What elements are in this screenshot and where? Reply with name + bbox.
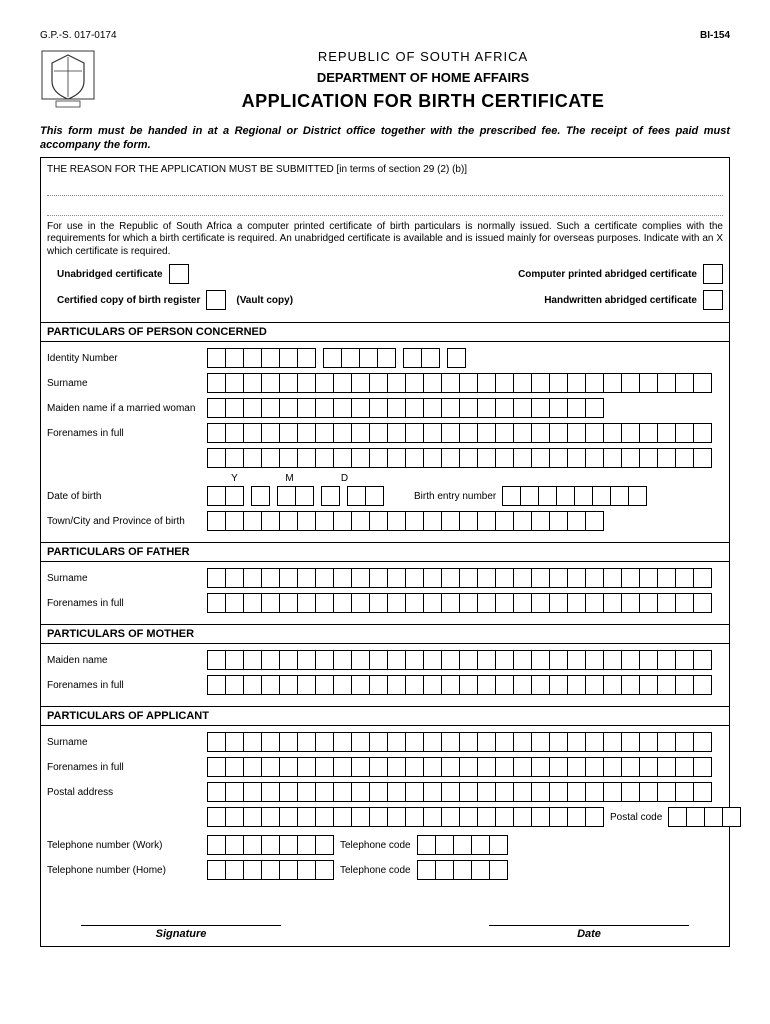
town-label: Town/City and Province of birth — [47, 516, 207, 527]
unabridged-checkbox[interactable] — [169, 264, 189, 284]
dob-label: Date of birth — [47, 491, 207, 502]
signature-label: Signature — [81, 925, 281, 940]
dept-title: DEPARTMENT OF HOME AFFAIRS — [116, 70, 730, 85]
mother-maiden-field[interactable] — [207, 650, 712, 670]
applicant-surname-field[interactable] — [207, 732, 712, 752]
tel-code-home-label: Telephone code — [340, 865, 411, 876]
mother-forenames-label: Forenames in full — [47, 680, 207, 691]
entry-label: Birth entry number — [414, 491, 496, 502]
maiden-field[interactable] — [207, 398, 604, 418]
postcode-field[interactable] — [668, 807, 741, 827]
form-code-left: G.P.-S. 017-0174 — [40, 30, 117, 41]
m-label: M — [262, 473, 317, 484]
applicant-forenames-label: Forenames in full — [47, 762, 207, 773]
date-label: Date — [489, 925, 689, 940]
form-title: APPLICATION FOR BIRTH CERTIFICATE — [116, 91, 730, 112]
cert-instructions: For use in the Republic of South Africa … — [47, 221, 723, 259]
section-father-title: PARTICULARS OF FATHER — [41, 542, 729, 562]
reason-heading: THE REASON FOR THE APPLICATION MUST BE S… — [47, 164, 723, 175]
section-person-title: PARTICULARS OF PERSON CONCERNED — [41, 322, 729, 342]
maiden-label: Maiden name if a married woman — [47, 403, 207, 414]
father-surname-label: Surname — [47, 573, 207, 584]
y-label: Y — [207, 473, 262, 484]
form-code-right: BI-154 — [700, 30, 730, 41]
tel-work-field[interactable] — [207, 835, 334, 855]
certified-label: Certified copy of birth register — [57, 295, 200, 306]
section-mother-title: PARTICULARS OF MOTHER — [41, 624, 729, 644]
reason-line-1[interactable] — [47, 181, 723, 196]
country-title: REPUBLIC OF SOUTH AFRICA — [116, 49, 730, 64]
section-applicant-title: PARTICULARS OF APPLICANT — [41, 706, 729, 726]
town-field[interactable] — [207, 511, 604, 531]
tel-home-label: Telephone number (Home) — [47, 865, 207, 876]
coat-of-arms-icon — [40, 49, 96, 109]
d-label: D — [317, 473, 372, 484]
forenames-label: Forenames in full — [47, 428, 207, 439]
postal-field-2[interactable] — [207, 807, 604, 827]
entry-field[interactable] — [502, 486, 647, 506]
identity-label: Identity Number — [47, 353, 207, 364]
tel-code-work-label: Telephone code — [340, 840, 411, 851]
vault-label: (Vault copy) — [236, 295, 293, 306]
surname-label: Surname — [47, 378, 207, 389]
postal-field-1[interactable] — [207, 782, 712, 802]
unabridged-label: Unabridged certificate — [57, 269, 163, 280]
dob-field[interactable] — [207, 486, 384, 506]
surname-field[interactable] — [207, 373, 712, 393]
reason-line-2[interactable] — [47, 201, 723, 216]
father-forenames-field[interactable] — [207, 593, 712, 613]
applicant-forenames-field[interactable] — [207, 757, 712, 777]
mother-maiden-label: Maiden name — [47, 655, 207, 666]
applicant-surname-label: Surname — [47, 737, 207, 748]
postal-label: Postal address — [47, 787, 207, 798]
forenames-field-2[interactable] — [207, 448, 712, 468]
forenames-field-1[interactable] — [207, 423, 712, 443]
certified-checkbox[interactable] — [206, 290, 226, 310]
computer-cert-label: Computer printed abridged certificate — [518, 269, 697, 280]
computer-cert-checkbox[interactable] — [703, 264, 723, 284]
handwritten-label: Handwritten abridged certificate — [544, 295, 697, 306]
instruction-notice: This form must be handed in at a Regiona… — [40, 124, 730, 153]
mother-forenames-field[interactable] — [207, 675, 712, 695]
father-surname-field[interactable] — [207, 568, 712, 588]
tel-code-work-field[interactable] — [417, 835, 508, 855]
postcode-label: Postal code — [610, 812, 662, 823]
tel-code-home-field[interactable] — [417, 860, 508, 880]
tel-work-label: Telephone number (Work) — [47, 840, 207, 851]
father-forenames-label: Forenames in full — [47, 598, 207, 609]
handwritten-checkbox[interactable] — [703, 290, 723, 310]
identity-field[interactable] — [207, 348, 466, 368]
tel-home-field[interactable] — [207, 860, 334, 880]
